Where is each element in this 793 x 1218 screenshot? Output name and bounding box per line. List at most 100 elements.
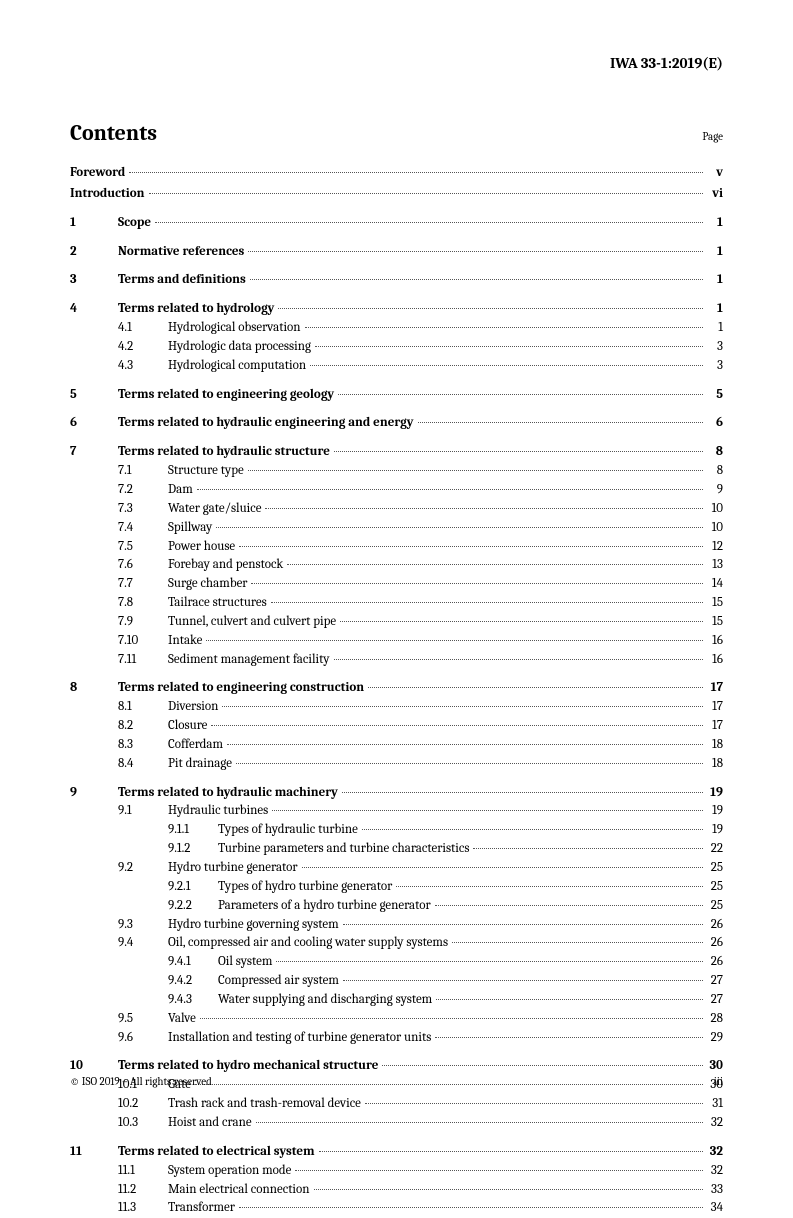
dot-leader [211,725,703,726]
toc-num: 9.6 [118,1029,168,1048]
toc-page: 3 [705,338,723,357]
toc-page: 33 [705,1181,723,1200]
toc-page: 19 [705,802,723,821]
contents-header: Contents Page [70,120,723,146]
toc-num: 8.1 [118,698,168,717]
toc-entry: 5Terms related to engineering geology5 [70,386,723,405]
dot-leader [368,687,703,688]
toc-entry: 9.1.1Types of hydraulic turbine19 [168,821,723,840]
toc-num: 9.4 [118,934,168,953]
toc-page: 15 [705,613,723,632]
toc-page: 17 [705,717,723,736]
toc-title: Pit drainage [168,755,234,774]
dot-leader [256,1122,703,1123]
toc-title: Terms related to electrical system [118,1143,317,1162]
toc-entry: 10.3Hoist and crane32 [118,1114,723,1133]
toc-title: System operation mode [168,1162,293,1181]
toc-num: 11.2 [118,1181,168,1200]
toc-page: 19 [705,821,723,840]
toc-page: 28 [705,1010,723,1029]
toc-entry: 8Terms related to engineering constructi… [70,679,723,698]
toc-title: Trash rack and trash-removal device [168,1095,363,1114]
dot-leader [334,451,703,452]
toc-num: 10.3 [118,1114,168,1133]
toc-title: Terms related to engineering constructio… [118,679,366,698]
dot-leader [310,365,703,366]
dot-leader [343,924,703,925]
toc-entry: 8.2Closure 17 [118,717,723,736]
toc-page: 19 [705,784,723,803]
dot-leader [287,564,703,565]
dot-leader [435,1037,703,1038]
toc-title: Forebay and penstock [168,556,285,575]
toc-entry: 7.6Forebay and penstock13 [118,556,723,575]
toc-title: Types of hydraulic turbine [218,821,360,840]
toc-title: Hydro turbine governing system [168,916,341,935]
toc-num: 7.5 [118,538,168,557]
toc-title: Hydrological computation [168,357,308,376]
toc-title: Oil system [218,953,274,972]
toc-entry: 8.4Pit drainage18 [118,755,723,774]
toc-page: 13 [705,556,723,575]
toc-num: 7.7 [118,575,168,594]
dot-leader [276,961,703,962]
toc-title: Closure [168,717,209,736]
toc-num: 4 [70,300,118,319]
toc-page: 25 [705,897,723,916]
toc-title: Hydraulic turbines [168,802,270,821]
toc-entry: 9.2.2Parameters of a hydro turbine gener… [168,897,723,916]
toc-entry: 9.4.1Oil system26 [168,953,723,972]
toc-entry: 8.3Cofferdam18 [118,736,723,755]
toc-num: 9.4.3 [168,991,218,1010]
toc-num: 9.4.2 [168,972,218,991]
toc-num: 7.4 [118,519,168,538]
toc-entry: 4Terms related to hydrology1 [70,300,723,319]
toc-page: 12 [705,538,723,557]
contents-title: Contents [70,120,157,146]
toc-page: 10 [705,519,723,538]
toc-entry: 11Terms related to electrical system32 [70,1143,723,1162]
dot-leader [319,1151,703,1152]
toc-entry: 7.3Water gate/sluice10 [118,500,723,519]
dot-leader [149,193,703,194]
toc-page: 1 [705,319,723,338]
toc-title: Introduction [70,185,147,204]
toc-num: 9.1 [118,802,168,821]
dot-leader [340,621,703,622]
toc-entry: Forewordv [70,164,723,183]
toc-num: 7.8 [118,594,168,613]
dot-leader [305,327,703,328]
toc-num: 9.2.2 [168,897,218,916]
toc-page: 25 [705,878,723,897]
toc-entry: 9.1Hydraulic turbines 19 [118,802,723,821]
toc-num: 4.2 [118,338,168,357]
toc-entry: 1Scope1 [70,214,723,233]
toc-title: Terms related to hydro mechanical struct… [118,1057,380,1076]
toc-page: 8 [705,462,723,481]
dot-leader [396,886,703,887]
toc-entry: 7.9Tunnel, culvert and culvert pipe15 [118,613,723,632]
toc-page: v [705,164,723,183]
dot-leader [206,640,703,641]
toc-title: Water supplying and discharging system [218,991,434,1010]
dot-leader [248,470,703,471]
toc-num: 3 [70,271,118,290]
toc-page: 1 [705,243,723,262]
toc-entry: 7Terms related to hydraulic structure8 [70,443,723,462]
toc-title: Water gate/sluice [168,500,263,519]
toc-title: Compressed air system [218,972,341,991]
dot-leader [251,583,703,584]
toc-num: 11 [70,1143,118,1162]
dot-leader [436,999,703,1000]
toc-title: Terms related to engineering geology [118,386,336,405]
toc-title: Transformer [168,1199,237,1218]
toc-num: 8.3 [118,736,168,755]
toc-title: Spillway [168,519,214,538]
dot-leader [250,279,703,280]
toc-entry: 2Normative references1 [70,243,723,262]
toc-num: 9.4.1 [168,953,218,972]
toc-title: Sediment management facility [168,651,332,670]
toc-num: 8.2 [118,717,168,736]
toc-title: Terms related to hydraulic machinery [118,784,340,803]
toc-num: 4.3 [118,357,168,376]
